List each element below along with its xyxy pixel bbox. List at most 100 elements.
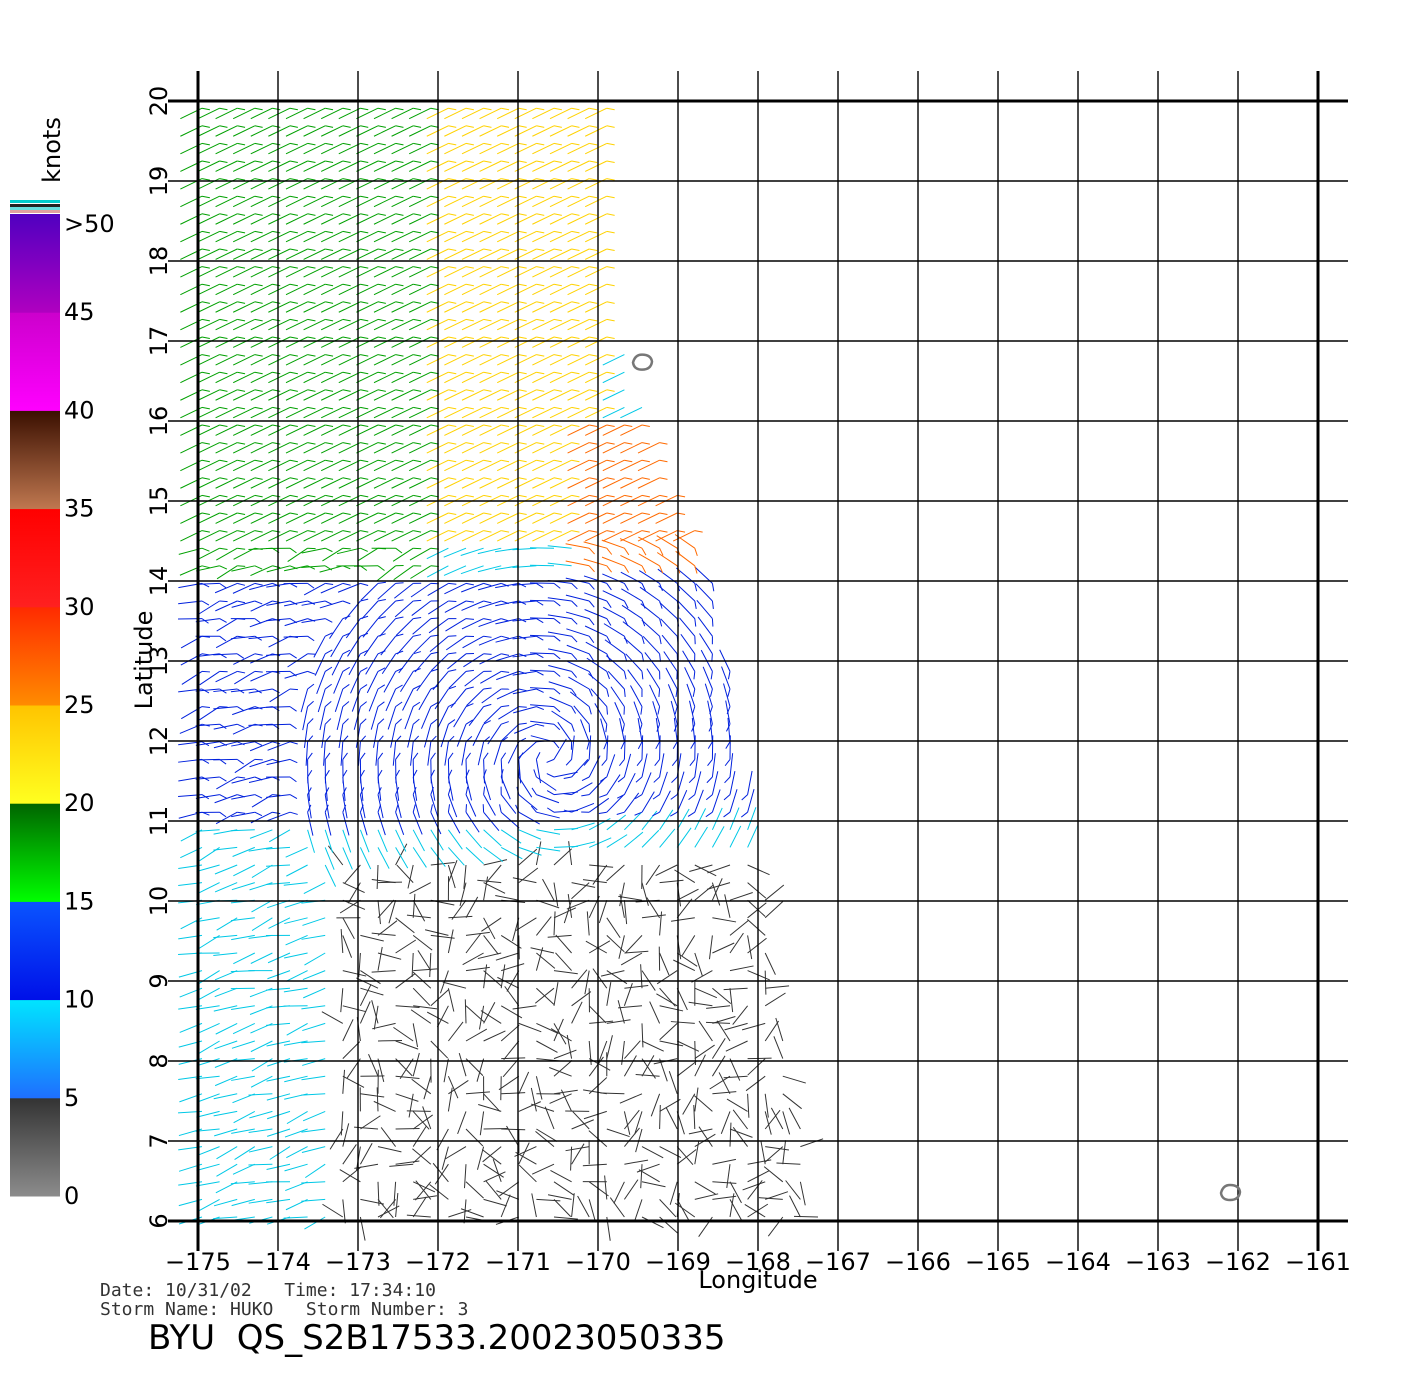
wind-vector xyxy=(775,1017,784,1042)
wind-barb xyxy=(553,477,562,480)
wind-vector xyxy=(371,970,396,973)
wind-barb xyxy=(483,371,492,375)
wind-vector xyxy=(342,847,353,870)
wind-vector xyxy=(444,354,467,366)
wind-vector xyxy=(324,829,334,853)
wind-barb xyxy=(201,776,210,782)
wind-vector xyxy=(301,1075,326,1081)
wind-vector xyxy=(323,741,326,766)
wind-barb xyxy=(623,671,627,680)
wind-vector xyxy=(356,512,379,524)
wind-vector xyxy=(250,442,273,454)
wind-vector xyxy=(549,230,572,243)
wind-vector xyxy=(603,606,625,620)
wind-vector xyxy=(584,125,608,137)
wind-vector xyxy=(676,584,696,602)
wind-vector xyxy=(395,939,417,954)
wind-vector xyxy=(215,371,238,384)
wind-vector xyxy=(461,618,484,630)
wind-barb xyxy=(201,142,210,146)
wind-barb xyxy=(377,633,386,637)
wind-vector xyxy=(302,1058,326,1066)
wind-barb xyxy=(724,776,731,784)
wind-barb xyxy=(553,301,562,304)
wind-vector xyxy=(371,1000,379,1024)
wind-vector xyxy=(496,442,520,454)
wind-vector xyxy=(694,789,704,813)
wind-barb xyxy=(518,706,527,708)
wind-barb xyxy=(606,477,615,480)
wind-vector xyxy=(496,213,520,225)
wind-barb xyxy=(641,442,650,445)
wind-vector xyxy=(479,1111,485,1136)
wind-vector xyxy=(665,667,678,690)
wind-barb xyxy=(553,354,562,357)
wind-barb xyxy=(448,283,457,287)
wind-vector xyxy=(303,195,326,208)
wind-vector xyxy=(567,195,590,208)
wind-barb xyxy=(483,512,492,516)
wind-barb xyxy=(659,494,668,498)
wind-vector xyxy=(342,1041,361,1059)
wind-barb xyxy=(413,213,422,216)
wind-barb xyxy=(688,776,696,784)
wind-vector xyxy=(453,706,467,728)
wind-barb xyxy=(307,565,316,570)
wind-vector xyxy=(618,895,643,901)
wind-vector xyxy=(356,354,379,366)
wind-barb xyxy=(289,230,298,234)
wind-vector xyxy=(689,700,696,725)
wind-vector xyxy=(465,931,490,936)
wind-barb xyxy=(289,512,298,516)
wind-vector xyxy=(215,530,238,542)
wind-barb xyxy=(483,477,492,480)
wind-vector xyxy=(571,782,593,796)
wind-vector xyxy=(320,459,344,472)
wind-barb xyxy=(289,494,298,498)
wind-vector xyxy=(408,195,432,208)
wind-barb xyxy=(377,684,386,690)
wind-vector xyxy=(447,988,455,1012)
colorbar-cap-stripe xyxy=(10,210,60,213)
wind-vector xyxy=(567,125,590,137)
wind-vector xyxy=(706,882,731,890)
wind-vector xyxy=(376,1087,379,1112)
wind-barb xyxy=(465,230,474,234)
wind-barb xyxy=(289,741,298,745)
wind-barb xyxy=(254,178,263,181)
wind-barb xyxy=(289,706,297,712)
wind-vector xyxy=(373,371,396,384)
wind-vector xyxy=(338,530,361,542)
wind-vector xyxy=(320,283,344,296)
wind-barb xyxy=(465,160,474,164)
wind-vector xyxy=(547,545,572,549)
wind-barb xyxy=(324,718,332,725)
wind-vector xyxy=(268,283,291,296)
wind-vector xyxy=(565,560,590,567)
wind-barb xyxy=(536,477,545,480)
wind-vector xyxy=(215,635,238,649)
wind-barb xyxy=(448,477,457,480)
wind-vector xyxy=(553,982,559,1006)
x-tick-label: −175 xyxy=(165,1248,231,1276)
wind-vector xyxy=(465,1181,484,1199)
wind-vector xyxy=(439,970,449,994)
wind-vector xyxy=(602,389,625,401)
wind-vector xyxy=(624,1127,640,1147)
wind-barb xyxy=(709,706,713,715)
wind-vector xyxy=(620,459,643,472)
wind-barb xyxy=(254,424,263,428)
wind-vector xyxy=(515,917,537,931)
wind-barb xyxy=(501,530,510,533)
y-tick-label: 8 xyxy=(145,1053,173,1068)
wind-vector xyxy=(303,882,326,894)
wind-vector xyxy=(549,389,572,401)
wind-vector xyxy=(619,894,625,918)
wind-vector xyxy=(496,301,520,313)
wind-vector xyxy=(764,970,767,995)
wind-vector xyxy=(373,195,396,208)
wind-barb xyxy=(553,688,561,695)
wind-vector xyxy=(496,389,520,401)
wind-vector xyxy=(477,741,485,766)
wind-vector xyxy=(447,860,458,883)
